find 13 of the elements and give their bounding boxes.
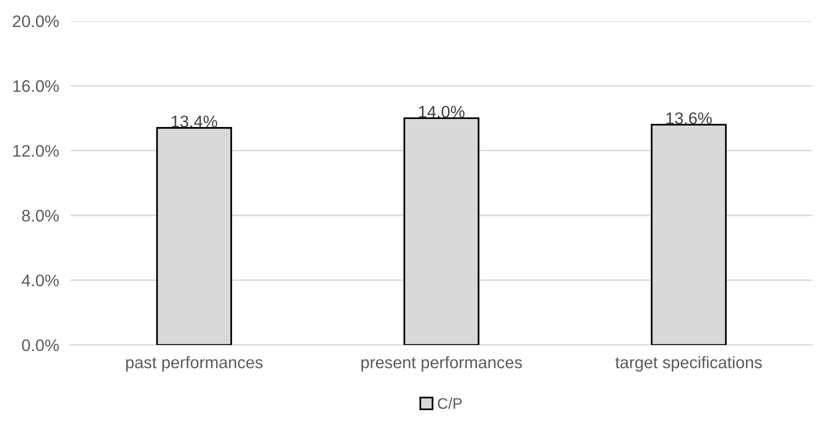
- y-tick-label: 8.0%: [22, 210, 59, 222]
- y-tick-label: 4.0%: [22, 274, 59, 286]
- legend-label: C/P: [438, 398, 462, 409]
- data-label: 13.4%: [172, 116, 218, 128]
- y-tick-label: 0.0%: [22, 339, 59, 352]
- y-tick-label: 12.0%: [13, 144, 59, 157]
- x-tick-label: present performances: [361, 356, 522, 372]
- data-label: 14.0%: [419, 106, 464, 118]
- y-tick-label: 20.0%: [12, 15, 59, 28]
- data-label: 13.6%: [666, 112, 712, 124]
- y-tick-label: 16.0%: [13, 80, 59, 92]
- x-tick-label: target specifications: [615, 356, 762, 372]
- x-tick-label: past performances: [126, 356, 263, 372]
